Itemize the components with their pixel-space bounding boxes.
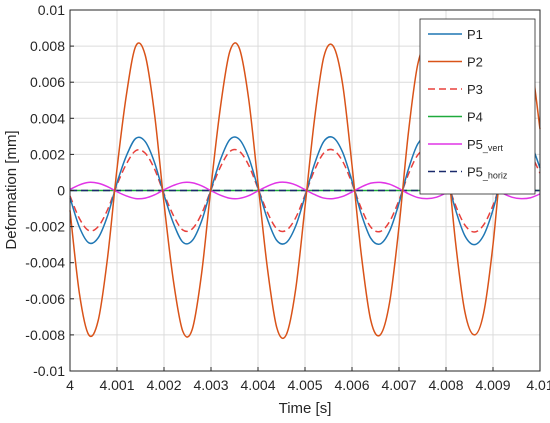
x-tick-labels: 4 4.001 4.002 4.003 4.004 4.005 4.006 4.007 4.00…	[66, 367, 550, 393]
y-tick-label: 0	[57, 183, 65, 199]
series-line-p2	[69, 42, 541, 340]
y-tick-label: -0.002	[25, 219, 65, 235]
x-tick-label: 4.006	[334, 377, 369, 393]
y-tick-label: 0.002	[30, 146, 65, 162]
legend-label: P1	[467, 27, 483, 42]
y-tick-label: 0.01	[38, 2, 65, 18]
legend-label: P5_horiz	[467, 165, 508, 181]
y-tick-label: 0.004	[30, 110, 65, 126]
legend-label: P2	[467, 55, 483, 70]
y-tick-label: 0.008	[30, 38, 65, 54]
legend-label: P4	[467, 110, 483, 125]
x-tick-label: 4.009	[475, 377, 510, 393]
y-tick-label: -0.004	[25, 255, 65, 271]
x-tick-label: 4.005	[287, 377, 322, 393]
x-tick-label: 4.001	[99, 377, 134, 393]
x-tick-label: 4.002	[146, 377, 181, 393]
y-tick-label: -0.006	[25, 291, 65, 307]
series-line-p1	[69, 135, 541, 246]
x-tick-label: 4	[66, 377, 74, 393]
x-tick-label: 4.008	[428, 377, 463, 393]
y-axis-label: Deformation [mm]	[3, 130, 20, 249]
x-tick-label: 4.007	[381, 377, 416, 393]
x-tick-label: 4.004	[240, 377, 275, 393]
y-tick-label: 0.006	[30, 74, 65, 90]
legend-label: P3	[467, 82, 483, 97]
legend: P1 P2 P3 P4 P5_vert P5_horiz	[419, 18, 536, 195]
y-tick-label: -0.01	[33, 363, 65, 379]
x-tick-label: 4.003	[193, 377, 228, 393]
x-tick-label: 4.01	[526, 377, 550, 393]
legend-label: P5_vert	[467, 137, 503, 153]
legend-box	[419, 18, 536, 195]
y-tick-label: -0.008	[25, 327, 65, 343]
y-tick-labels: -0.01 -0.008 -0.006 -0.004 -0.002 0 0.002 0.004…	[25, 2, 74, 379]
x-axis-label: Time [s]	[279, 400, 332, 417]
